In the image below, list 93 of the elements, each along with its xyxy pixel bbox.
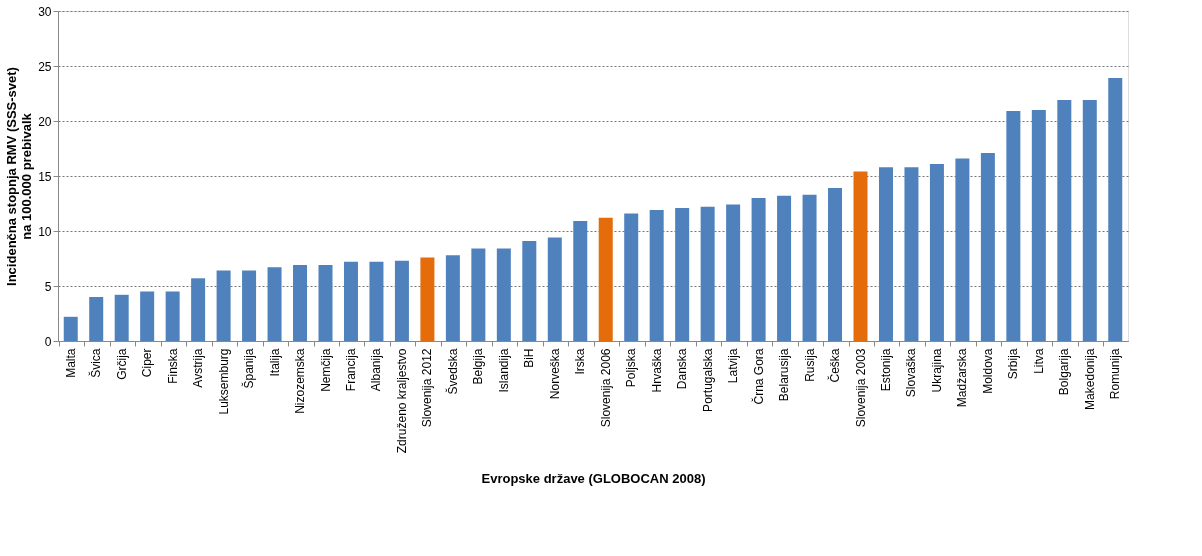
bar [1057,100,1072,341]
bar [726,204,741,341]
bar [522,240,537,341]
bar [140,291,155,341]
x-tick-label: Litva [1031,348,1046,374]
bar [216,270,231,341]
bar [420,257,435,341]
x-tick-label: Luksemburg [216,348,231,415]
bar [573,221,588,341]
x-tick-label: Malta [63,348,78,378]
bar [445,255,460,341]
bar [598,217,613,341]
x-tick-label: Romunija [1108,348,1123,400]
bar [547,237,562,341]
x-tick-label: Nemčija [318,348,333,392]
x-tick-label: Italija [267,348,282,377]
x-tick-label: Norveška [547,348,562,400]
y-tick-label: 30 [38,4,52,19]
y-tick-label: 15 [38,169,52,184]
bar [1006,111,1021,341]
x-tick-label: Irska [573,348,588,375]
y-tick-label: 5 [44,279,52,294]
bar [242,270,257,341]
x-tick-label: Črna Gora [750,348,766,405]
x-tick-label: Srbija [1006,348,1021,380]
bar [471,248,486,341]
bar [1031,110,1046,341]
bar [853,171,868,341]
bar [802,194,817,341]
x-tick-label: Slovenija 2006 [598,348,613,428]
bar [369,261,384,341]
x-tick-label: Švedska [444,348,460,395]
x-tick-label: Švica [88,348,104,378]
y-tick-label: 10 [38,224,52,239]
x-tick-label: Albanija [369,348,384,392]
x-tick-label: Rusija [802,348,817,382]
bar [980,152,995,341]
x-tick-label: Madžarska [955,348,970,408]
x-tick-label: Latvija [726,348,741,384]
x-tick-label: Slovenija 2003 [853,348,868,428]
bar [165,291,180,341]
bar [1108,78,1123,341]
x-axis-title: Evropske države (GLOBOCAN 2008) [481,471,706,487]
x-tick-label: Makedonija [1082,348,1097,410]
bar [624,213,639,341]
x-tick-label: BiH [522,348,537,368]
x-tick-label: Ciper [140,348,155,378]
bar [496,248,511,341]
x-tick-label: Združeno kraljestvo [394,348,409,454]
bar [63,316,78,341]
x-tick-label: Islandija [496,348,511,393]
x-tick-label: Poljska [624,348,639,388]
x-tick-label: Ukrajina [929,348,944,393]
y-tick-label: 25 [38,59,52,74]
x-tick-label: Belgija [471,348,486,385]
bar [649,210,664,341]
bar [751,198,766,341]
bar [394,260,409,341]
bar [89,297,104,341]
bar [343,261,358,341]
bar [955,158,970,341]
bar [293,265,308,341]
bar [114,294,129,341]
x-tick-label: Estonija [878,348,893,392]
y-tick-label: 20 [38,114,52,129]
x-tick-label: Španija [241,348,257,389]
x-tick-label: Grčija [114,348,129,380]
bar [878,167,893,341]
bar [1082,100,1097,341]
x-tick-label: Moldova [980,348,995,394]
x-tick-label: Finska [165,348,180,384]
x-tick-label: Slovaška [904,348,919,398]
bar [828,188,843,341]
x-tick-label: Portugalska [700,348,715,412]
x-tick-label: Francija [343,348,358,392]
x-tick-label: Nizozemska [293,348,308,414]
bar [700,206,715,341]
x-tick-label: Avstrija [191,348,206,388]
bar [267,267,282,341]
x-tick-label: Hrvaška [649,348,664,393]
bar [318,265,333,341]
x-tick-label: Bolgarija [1057,348,1072,396]
bar [777,195,792,341]
x-tick-label: Slovenija 2012 [420,348,435,428]
y-axis-title: Incidenčna stopnja RMV (SSS-svet) na 100.000 prebivalk [4,67,35,286]
bar [929,163,944,341]
x-tick-label: Belarusija [777,348,792,402]
bar [675,207,690,341]
x-tick-label: Danska [675,348,690,390]
x-tick-label: Češka [827,348,843,383]
bar [191,278,206,341]
bar [904,167,919,341]
y-tick-label: 0 [44,334,52,349]
